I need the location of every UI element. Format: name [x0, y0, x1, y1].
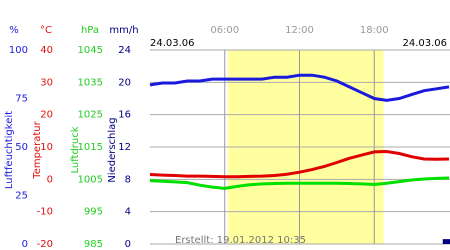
series-line: [149, 149, 450, 179]
y-tick-label: 0: [22, 239, 28, 250]
y-tick-label: 1035: [78, 77, 103, 88]
y-tick-label: 0: [47, 174, 53, 185]
series-line: [149, 176, 450, 190]
date-right: 24.03.06: [402, 38, 447, 49]
y-tick-label: 0: [125, 239, 131, 250]
x-tick-label: 06:00: [210, 25, 239, 36]
axis-title: Luftdruck: [70, 126, 81, 173]
y-tick-label: 20: [40, 110, 53, 121]
y-tick-label: 24: [118, 45, 131, 56]
y-tick-label: 1045: [78, 45, 103, 56]
y-tick-label: 995: [84, 207, 103, 218]
y-tick-label: 30: [40, 77, 53, 88]
y-tick-label: 8: [125, 174, 131, 185]
y-tick-label: 25: [15, 191, 28, 202]
x-tick-label: 12:00: [285, 25, 314, 36]
y-tick-label: 16: [118, 110, 131, 121]
axis-title: Temperatur: [32, 120, 43, 179]
y-tick-label: 1005: [78, 174, 103, 185]
axis-title: Niederschlag: [107, 117, 118, 182]
y-tick-label: -20: [37, 239, 53, 250]
footer: Erstellt: 19.01.2012 10:35: [175, 235, 306, 246]
y-tick-label: 40: [40, 45, 53, 56]
series-line: [149, 73, 450, 102]
y-tick-label: 100: [9, 45, 28, 56]
y-tick-label: 50: [15, 142, 28, 153]
y-tick-label: 1025: [78, 110, 103, 121]
y-tick-label: -10: [37, 207, 53, 218]
axis-unit: %: [9, 25, 19, 36]
axis-unit: mm/h: [109, 25, 138, 36]
axis-unit: hPa: [81, 25, 99, 36]
y-tick-label: 1015: [78, 142, 103, 153]
axis-title: Luftfeuchtigkeit: [4, 111, 15, 189]
y-tick-label: 75: [15, 94, 28, 105]
y-tick-label: 4: [125, 207, 131, 218]
y-tick-label: 20: [118, 77, 131, 88]
y-tick-label: 12: [118, 142, 131, 153]
y-tick-label: 10: [40, 142, 53, 153]
axis-unit: °C: [40, 25, 52, 36]
y-tick-label: 985: [84, 239, 103, 250]
x-tick-label: 18:00: [360, 25, 389, 36]
date-left: 24.03.06: [150, 38, 195, 49]
precip-bar: [442, 239, 450, 244]
